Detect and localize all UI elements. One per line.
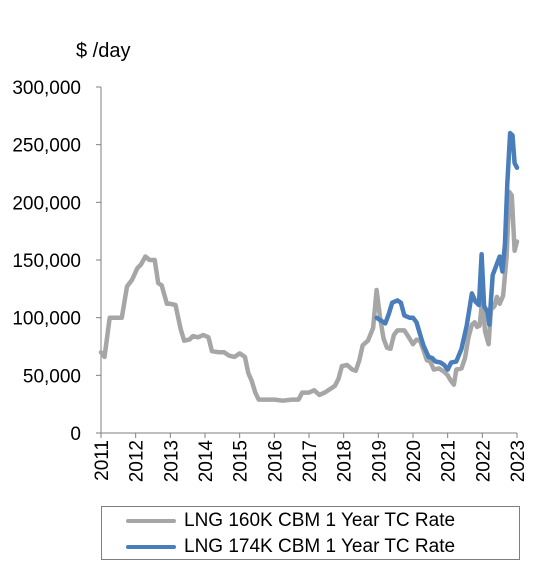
x-tick-label: 2018 [335, 440, 356, 482]
y-tick-label: 50,000 [23, 366, 81, 387]
x-tick-label: 2012 [127, 440, 148, 482]
x-tick-label: 2022 [473, 440, 494, 482]
x-tick-label: 2011 [92, 440, 113, 481]
series-layer [98, 130, 520, 403]
x-axis-tick-labels: 2011 2012 2013 2014 2015 2016 2017 2018 2019 2020… [92, 440, 529, 483]
y-tick-label: 300,000 [12, 78, 81, 99]
y-tick-label: 0 [70, 424, 81, 445]
legend-label-160k: LNG 160K CBM 1 Year TC Rate [184, 510, 456, 531]
legend: LNG 160K CBM 1 Year TC Rate LNG 174K CBM… [101, 506, 520, 560]
x-tick-label: 2023 [508, 440, 529, 482]
series-line-1 [374, 130, 520, 372]
legend-item-174k: LNG 174K CBM 1 Year TC Rate [102, 534, 455, 560]
y-tick-label: 200,000 [12, 193, 81, 214]
x-tick-label: 2014 [196, 440, 217, 483]
y-axis-label: $ /day [76, 40, 130, 62]
legend-swatch-174k [126, 545, 176, 549]
line-chart: $ /day 0 50,000 100,000 150,000 200,000 250,0… [12, 40, 529, 483]
x-tick-label: 2015 [231, 440, 252, 482]
y-axis-tick-labels: 0 50,000 100,000 150,000 200,000 250,000 300,0… [12, 78, 81, 445]
x-tick-label: 2016 [265, 440, 286, 482]
legend-label-174k: LNG 174K CBM 1 Year TC Rate [184, 536, 456, 557]
axes [96, 86, 518, 438]
legend-swatch-160k [126, 519, 176, 523]
legend-item-160k: LNG 160K CBM 1 Year TC Rate [102, 508, 455, 534]
y-tick-label: 150,000 [12, 251, 81, 272]
y-tick-label: 100,000 [12, 309, 81, 330]
x-tick-label: 2021 [439, 440, 460, 482]
x-tick-label: 2013 [161, 440, 182, 482]
x-tick-label: 2020 [404, 440, 425, 482]
x-tick-label: 2019 [369, 440, 390, 482]
series-line-0 [98, 189, 520, 403]
x-tick-label: 2017 [300, 440, 321, 482]
y-tick-label: 250,000 [12, 136, 81, 157]
